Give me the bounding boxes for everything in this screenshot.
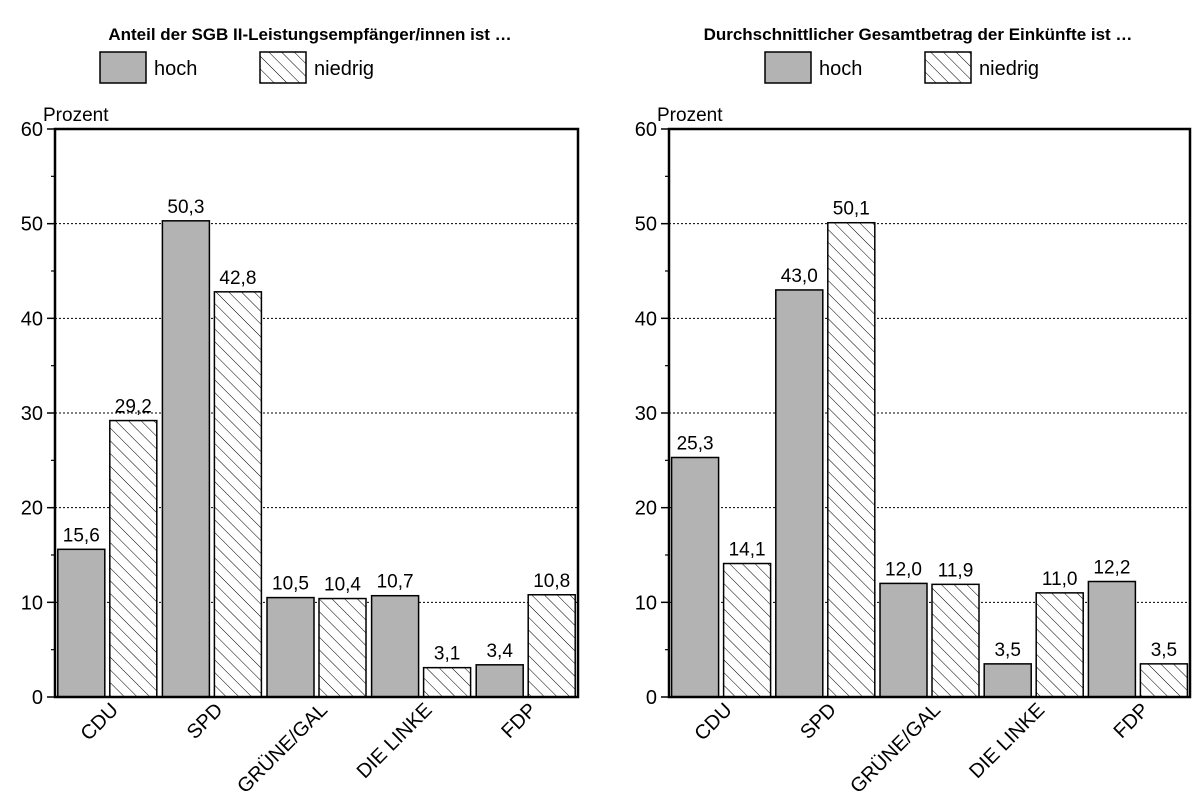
chart1-y-tick-label-20: 20 (21, 498, 43, 520)
chart2-category-label-3: DIE LINKE (965, 699, 1049, 783)
chart2-legend-label-hoch: hoch (819, 58, 862, 80)
chart1-data-label-hoch-3: 10,7 (377, 572, 414, 593)
chart2-bar-niedrig-3 (1035, 592, 1084, 698)
chart2-y-tick-label-10: 10 (635, 592, 657, 614)
chart2-y-tick-label-40: 40 (635, 308, 657, 330)
chart2-bar-hoch-2 (879, 582, 928, 698)
chart2-y-tick-label-0: 0 (646, 687, 657, 709)
chart2-data-label-niedrig-0: 14,1 (729, 540, 766, 561)
chart2-data-label-hoch-1: 43,0 (781, 266, 818, 287)
chart2-data-label-hoch-4: 12,2 (1093, 558, 1130, 579)
chart1-bar-hoch-4 (475, 664, 524, 698)
chart1-data-label-hoch-1: 50,3 (167, 197, 204, 218)
chart2-category-label-0: CDU (690, 699, 736, 745)
chart1-data-label-niedrig-4: 10,8 (533, 571, 570, 592)
chart2-bar-niedrig-0 (722, 562, 772, 698)
chart1-bar-niedrig-0 (109, 419, 158, 698)
chart1-bar-hoch-3 (370, 594, 420, 698)
chart1-data-label-hoch-0: 15,6 (63, 525, 100, 546)
chart1-category-label-1: SPD (183, 699, 228, 744)
chart2-category-label-1: SPD (796, 699, 841, 744)
chart2-data-label-niedrig-3: 11,0 (1042, 569, 1078, 590)
chart2-plot-frame (667, 127, 1192, 699)
chart1-data-label-hoch-4: 3,4 (486, 641, 513, 662)
chart1-y-tick-label-50: 50 (21, 214, 43, 236)
chart2-y-tick-label-30: 30 (635, 403, 657, 425)
chart2-title: Durchschnittlicher Gesamtbetrag der Eink… (704, 25, 1133, 44)
chart2-y-tick-label-60: 60 (635, 119, 657, 141)
chart1-category-label-4: FDP (497, 699, 541, 743)
chart2-data-label-hoch-3: 3,5 (994, 640, 1020, 661)
chart2-bar-niedrig-2 (931, 583, 980, 698)
chart2-bar-hoch-4 (1087, 580, 1137, 698)
chart2-bar-hoch-1 (775, 289, 824, 698)
chart1-legend-swatch-hoch (99, 51, 147, 84)
chart1-bar-niedrig-1 (213, 291, 263, 698)
chart1-bar-hoch-2 (266, 596, 315, 698)
chart2-bar-hoch-0 (670, 456, 720, 698)
chart1-bar-niedrig-2 (318, 597, 367, 698)
chart2-bar-niedrig-1 (827, 221, 876, 698)
chart1-plot-frame (53, 127, 580, 699)
chart2-y-tick-label-50: 50 (635, 214, 657, 236)
chart2-legend-swatch-niedrig (924, 51, 972, 84)
chart1-data-label-niedrig-2: 10,4 (324, 575, 361, 596)
chart1-legend-swatch-niedrig (259, 51, 307, 84)
chart1-legend-label-niedrig: niedrig (314, 58, 374, 80)
chart2-bar-hoch-3 (983, 663, 1032, 698)
chart2-data-label-niedrig-1: 50,1 (833, 199, 870, 220)
chart1-data-label-niedrig-1: 42,8 (219, 268, 256, 289)
chart2-legend-swatch-hoch (764, 51, 812, 84)
chart2-data-label-hoch-0: 25,3 (677, 433, 714, 454)
chart1-data-label-niedrig-3: 3,1 (434, 644, 460, 665)
chart1-data-label-hoch-2: 10,5 (272, 574, 309, 595)
chart1-category-label-3: DIE LINKE (353, 699, 437, 783)
chart1-y-tick-label-60: 60 (21, 119, 43, 141)
chart1-bar-niedrig-4 (527, 594, 576, 698)
chart1-y-axis-label: Prozent (43, 105, 109, 126)
chart2-data-label-niedrig-2: 11,9 (938, 560, 974, 581)
chart1-data-label-niedrig-0: 29,2 (115, 397, 152, 418)
chart2-y-axis-label: Prozent (657, 105, 723, 126)
chart1-title: Anteil der SGB II-Leistungsempfänger/inn… (108, 25, 511, 44)
chart1-bar-niedrig-3 (422, 666, 472, 698)
chart2-y-tick-label-20: 20 (635, 498, 657, 520)
chart1-y-tick-label-10: 10 (21, 592, 43, 614)
chart2-category-label-4: FDP (1110, 699, 1154, 743)
chart2-data-label-niedrig-4: 3,5 (1151, 640, 1177, 661)
chart1-y-tick-label-0: 0 (32, 687, 43, 709)
chart2-category-label-2: GRÜNE/GAL (846, 699, 945, 798)
chart1-bar-hoch-0 (57, 548, 106, 698)
chart2-data-label-hoch-2: 12,0 (885, 559, 922, 580)
chart1-y-tick-label-40: 40 (21, 308, 43, 330)
chart1-legend-label-hoch: hoch (154, 58, 197, 80)
chart1-category-label-2: GRÜNE/GAL (233, 699, 332, 798)
chart1-y-tick-label-30: 30 (21, 403, 43, 425)
chart2-legend-label-niedrig: niedrig (979, 58, 1039, 80)
chart2-bar-niedrig-4 (1139, 663, 1189, 698)
chart1-category-label-0: CDU (77, 699, 123, 745)
chart1-bar-hoch-1 (161, 220, 211, 698)
